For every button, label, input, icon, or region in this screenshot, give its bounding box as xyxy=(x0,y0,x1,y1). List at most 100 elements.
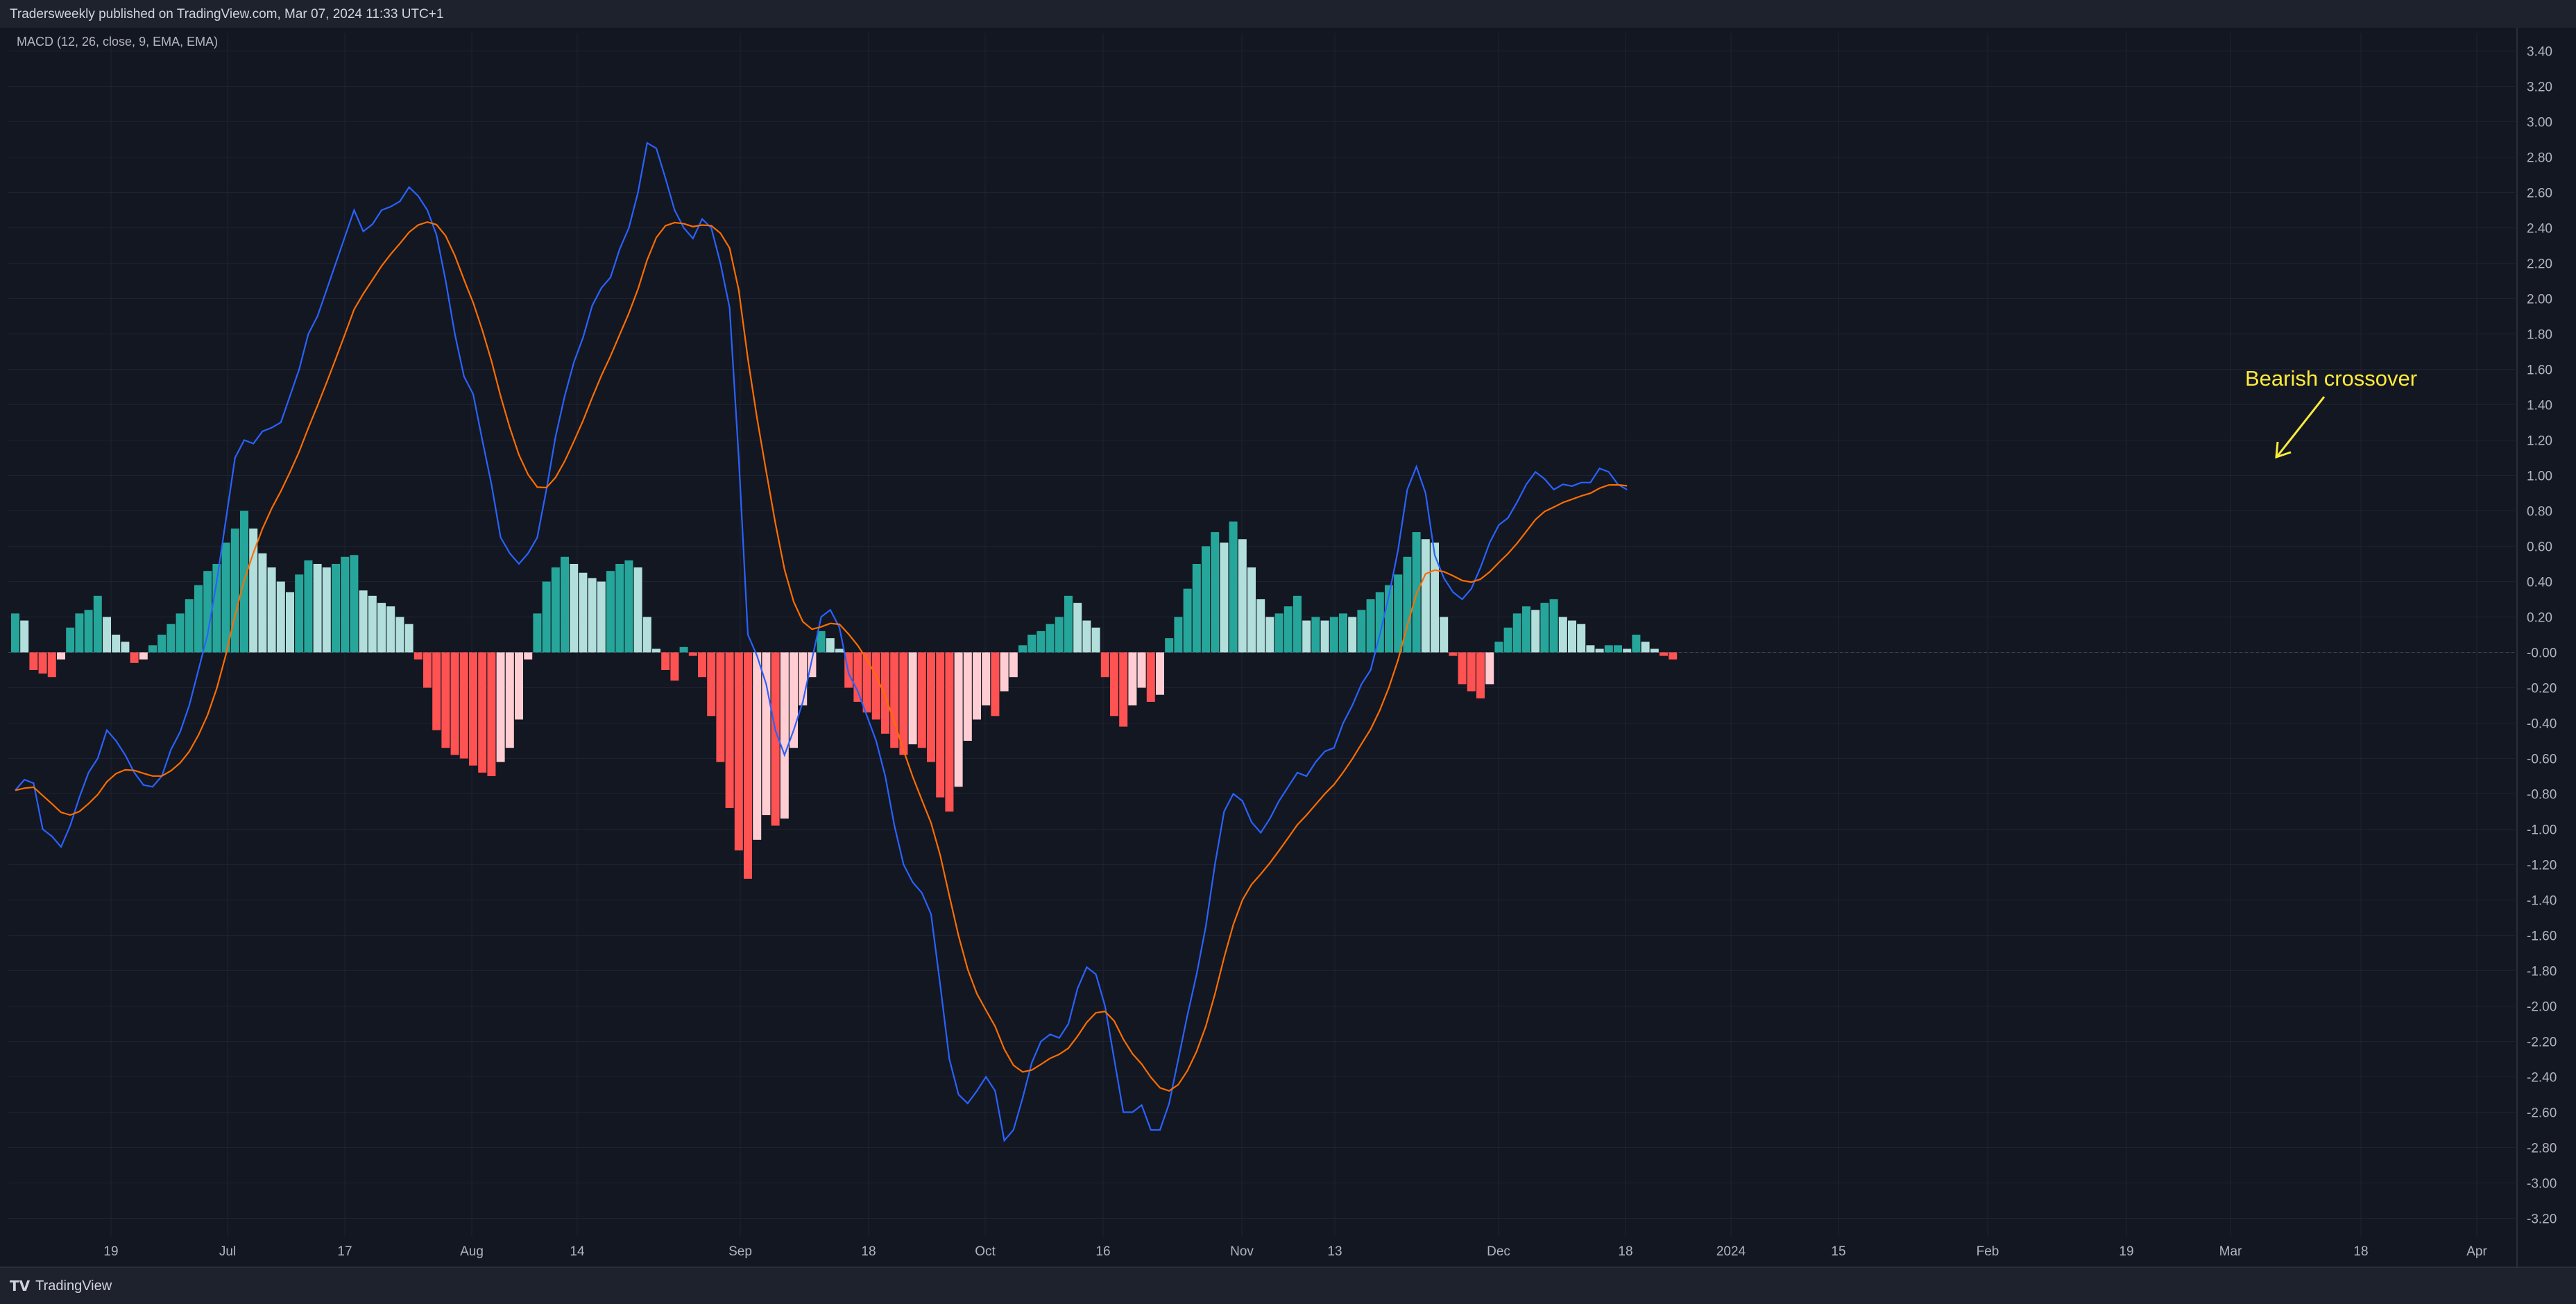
y-tick-label: 1.00 xyxy=(2527,470,2552,484)
histogram-bar xyxy=(899,652,908,755)
histogram-bar xyxy=(139,652,148,660)
histogram-bar xyxy=(652,649,660,653)
grid xyxy=(8,33,2515,1236)
x-tick-label: Feb xyxy=(1977,1244,1999,1259)
histogram-bar xyxy=(1549,599,1558,653)
histogram-bar xyxy=(1174,617,1183,653)
x-tick-label: 2024 xyxy=(1716,1244,1746,1259)
histogram-bar xyxy=(203,571,212,653)
histogram-bar xyxy=(1440,617,1449,653)
y-tick-label: -0.40 xyxy=(2527,717,2557,732)
histogram-bar xyxy=(790,652,798,748)
histogram-bar xyxy=(1421,539,1430,653)
histogram-bar xyxy=(753,652,762,840)
histogram-bar xyxy=(1586,645,1595,653)
histogram-bar xyxy=(1320,620,1329,653)
histogram-bar xyxy=(1128,652,1137,705)
annotation-arrow xyxy=(2276,396,2326,456)
histogram-bar xyxy=(871,652,880,720)
histogram-bar xyxy=(1650,649,1659,653)
y-tick-label: 0.40 xyxy=(2527,576,2552,590)
histogram-bar xyxy=(1357,610,1366,653)
histogram-bar xyxy=(11,613,19,653)
histogram-bar xyxy=(515,652,523,720)
histogram-bar xyxy=(148,645,157,653)
histogram-bar xyxy=(817,630,826,653)
histogram-bar xyxy=(853,652,862,702)
histogram-bar xyxy=(1000,652,1009,692)
histogram-bar xyxy=(1238,539,1247,653)
histogram-bar xyxy=(29,652,38,670)
histogram-bar xyxy=(661,652,670,670)
histogram-bar xyxy=(1467,652,1476,692)
histogram-bar xyxy=(359,590,368,653)
histogram-bar xyxy=(606,571,615,653)
y-tick-label: -1.00 xyxy=(2527,823,2557,838)
histogram-bar xyxy=(633,567,642,653)
histogram-bar xyxy=(386,606,395,653)
histogram-bar xyxy=(313,564,322,653)
histogram-bar xyxy=(1531,610,1540,653)
histogram-bar xyxy=(1283,606,1293,653)
macd-chart[interactable]: 3.40 3.20 3.00 2.80 2.60 2.40 2.20 2.00 1.80 1.60… xyxy=(0,28,2576,1267)
indicator-label[interactable]: MACD (12, 26, close, 9, EMA, EMA) xyxy=(17,35,218,49)
histogram-bar xyxy=(258,553,267,653)
histogram-bar xyxy=(332,564,340,653)
histogram-bar xyxy=(615,564,624,653)
histogram-bar xyxy=(1632,635,1641,653)
histogram-bar xyxy=(670,652,679,681)
histogram-bar xyxy=(505,652,514,748)
footer-bar: TV TradingView xyxy=(0,1267,2576,1304)
histogram-bar xyxy=(1256,599,1265,653)
histogram-bar xyxy=(982,652,991,705)
x-tick-label: 19 xyxy=(2119,1244,2133,1259)
histogram-bar xyxy=(1137,652,1146,688)
histogram-bar xyxy=(1512,613,1521,653)
x-tick-label: Nov xyxy=(1230,1244,1254,1259)
histogram-bar xyxy=(734,652,743,851)
histogram-bar xyxy=(1449,652,1458,656)
histogram-bar xyxy=(835,649,844,653)
histogram-bar xyxy=(1558,617,1567,653)
histogram-bar xyxy=(1348,617,1357,653)
histogram-bar xyxy=(1522,606,1530,653)
histogram-bar xyxy=(642,617,651,653)
histogram-bar xyxy=(469,652,477,766)
x-tick-label: 17 xyxy=(337,1244,352,1259)
y-tick-label: 0.20 xyxy=(2527,611,2552,626)
x-tick-label: Apr xyxy=(2466,1244,2487,1259)
histogram-bar xyxy=(1247,567,1256,653)
histogram-bar xyxy=(1503,627,1512,653)
y-tick-label: -3.20 xyxy=(2527,1212,2557,1227)
y-tick-label: 1.80 xyxy=(2527,328,2552,343)
histogram-bar xyxy=(377,603,386,653)
y-tick-label: -1.80 xyxy=(2527,965,2557,979)
histogram-bar xyxy=(38,652,47,674)
histogram-bar xyxy=(157,635,167,653)
tradingview-logo[interactable]: TV TradingView xyxy=(10,1278,112,1294)
histogram-bar xyxy=(1027,635,1037,653)
histogram-bar xyxy=(1375,592,1384,653)
histogram-bar xyxy=(1202,546,1210,653)
histogram-bar xyxy=(716,652,725,762)
histogram-bar xyxy=(1037,630,1046,653)
y-tick-label: 0.80 xyxy=(2527,505,2552,520)
histogram-bar xyxy=(1339,613,1347,653)
y-tick-label: -3.00 xyxy=(2527,1177,2557,1192)
histogram-bar xyxy=(1220,542,1229,653)
histogram-bar xyxy=(524,652,533,660)
histogram-bar xyxy=(1641,642,1650,653)
histogram-bar xyxy=(450,652,459,755)
histogram-bar xyxy=(826,638,835,653)
histogram-bar xyxy=(20,620,29,653)
y-tick-label: 2.20 xyxy=(2527,257,2552,272)
histogram-bar xyxy=(413,652,423,660)
x-tick-label: Mar xyxy=(2219,1244,2242,1259)
histogram-bar xyxy=(368,595,377,653)
histogram-bar xyxy=(212,564,221,653)
histogram-bar xyxy=(780,652,789,819)
histogram-bar xyxy=(1274,613,1283,653)
histogram-bar xyxy=(432,652,441,730)
histogram-bar xyxy=(66,627,75,653)
histogram-bar xyxy=(103,617,111,653)
